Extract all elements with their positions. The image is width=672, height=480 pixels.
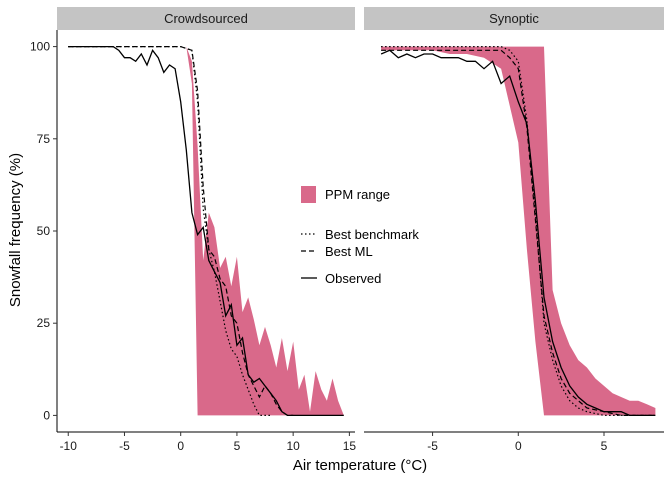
y-tick-label: 75 (37, 132, 51, 146)
strip-title-synoptic: Synoptic (489, 11, 539, 26)
y-axis-title: Snowfall frequency (%) (7, 153, 24, 307)
strip-title-crowdsourced: Crowdsourced (164, 11, 248, 26)
y-tick-label: 50 (37, 224, 51, 238)
x-tick-label-crowdsourced: 15 (343, 439, 357, 453)
y-tick-label: 100 (30, 40, 50, 54)
panel-crowdsourced: -10 -5 0 5 10 15 0 25 50 75 100 (30, 30, 356, 453)
legend-label-benchmark: Best benchmark (325, 227, 419, 242)
observed-line-crowdsourced (68, 45, 344, 417)
legend-label-observed: Observed (325, 271, 381, 286)
legend-label-ribbon: PPM range (325, 187, 390, 202)
panel-synoptic: -5 0 5 (364, 46, 664, 453)
best-benchmark-line-synoptic (381, 46, 656, 416)
x-tick-label-crowdsourced: -10 (60, 439, 78, 453)
x-tick-label-synoptic: 5 (601, 439, 608, 453)
legend-key-ribbon (301, 186, 316, 203)
best-ml-line-crowdsourced (68, 46, 294, 416)
x-axis-title: Air temperature (°C) (293, 457, 427, 474)
y-tick-label: 25 (37, 316, 51, 330)
x-tick-label-crowdsourced: 5 (234, 439, 241, 453)
x-tick-label-crowdsourced: 0 (177, 439, 184, 453)
x-tick-label-synoptic: 0 (515, 439, 522, 453)
legend-label-ml: Best ML (325, 244, 373, 259)
ppm-range-ribbon-crowdsourced (68, 46, 344, 416)
x-tick-label-synoptic: -5 (427, 439, 438, 453)
strip-synoptic (364, 7, 664, 30)
ppm-range-ribbon-synoptic (381, 46, 656, 416)
x-tick-label-crowdsourced: 10 (286, 439, 300, 453)
x-tick-label-crowdsourced: -5 (119, 439, 130, 453)
best-ml-line-synoptic (381, 49, 656, 416)
legend: PPM range Best benchmark Best ML Observe… (301, 186, 419, 286)
strip-crowdsourced (57, 7, 355, 30)
y-tick-label: 0 (43, 408, 50, 422)
observed-line-synoptic (380, 49, 656, 417)
